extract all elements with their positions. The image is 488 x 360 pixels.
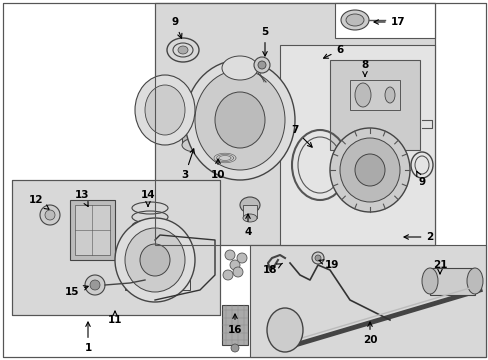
Text: 17: 17	[373, 17, 405, 27]
Bar	[222, 305, 247, 345]
Text: 20: 20	[362, 322, 376, 345]
Text: 8: 8	[361, 60, 368, 76]
Text: 18: 18	[262, 264, 282, 275]
Text: 3: 3	[181, 149, 194, 180]
Text: 14: 14	[141, 190, 155, 206]
Circle shape	[223, 270, 232, 280]
Circle shape	[40, 205, 60, 225]
Bar	[155, 3, 434, 245]
Text: 13: 13	[75, 190, 89, 206]
Ellipse shape	[182, 103, 209, 117]
Circle shape	[45, 210, 55, 220]
Text: 15: 15	[64, 286, 88, 297]
Bar	[182, 110, 209, 145]
Bar	[243, 205, 257, 218]
Bar	[70, 200, 115, 260]
Bar	[349, 80, 399, 110]
Text: 2: 2	[403, 232, 433, 242]
Ellipse shape	[466, 268, 482, 294]
Ellipse shape	[178, 46, 187, 54]
Circle shape	[224, 250, 235, 260]
Bar	[3, 3, 155, 357]
Bar	[280, 45, 434, 245]
Text: 11: 11	[107, 311, 122, 325]
Text: 6: 6	[323, 45, 343, 58]
Ellipse shape	[266, 308, 303, 352]
Bar	[329, 60, 419, 150]
Ellipse shape	[115, 218, 195, 302]
Circle shape	[253, 57, 269, 73]
Circle shape	[90, 280, 100, 290]
Ellipse shape	[222, 56, 258, 80]
Ellipse shape	[346, 14, 363, 26]
Text: 21: 21	[432, 260, 447, 274]
Circle shape	[314, 255, 320, 261]
Ellipse shape	[182, 138, 209, 152]
Bar	[125, 240, 190, 290]
Ellipse shape	[339, 138, 399, 202]
Circle shape	[85, 275, 105, 295]
Ellipse shape	[215, 92, 264, 148]
Circle shape	[237, 253, 246, 263]
Bar	[12, 180, 220, 315]
Ellipse shape	[195, 70, 285, 170]
Ellipse shape	[140, 244, 170, 276]
Ellipse shape	[243, 214, 257, 222]
Text: 1: 1	[84, 322, 91, 353]
Ellipse shape	[135, 75, 195, 145]
Text: 9: 9	[171, 17, 182, 38]
Ellipse shape	[184, 60, 294, 180]
Ellipse shape	[240, 197, 260, 213]
Ellipse shape	[125, 228, 184, 292]
Text: 9: 9	[416, 171, 425, 187]
Circle shape	[230, 344, 239, 352]
Text: 19: 19	[318, 260, 339, 270]
Ellipse shape	[354, 83, 370, 107]
Ellipse shape	[145, 85, 184, 135]
Bar	[155, 3, 434, 245]
Bar	[429, 268, 474, 295]
Ellipse shape	[329, 128, 409, 212]
Bar	[334, 3, 434, 38]
Ellipse shape	[354, 154, 384, 186]
Text: 10: 10	[210, 159, 225, 180]
Circle shape	[232, 267, 243, 277]
Ellipse shape	[421, 268, 437, 294]
Circle shape	[229, 260, 240, 270]
Bar	[75, 205, 110, 255]
Bar	[249, 245, 485, 357]
Ellipse shape	[384, 87, 394, 103]
Text: 7: 7	[291, 125, 311, 147]
Ellipse shape	[340, 10, 368, 30]
Text: 12: 12	[29, 195, 49, 209]
Text: 5: 5	[261, 27, 268, 56]
Bar	[12, 180, 220, 315]
Circle shape	[311, 252, 324, 264]
Text: 4: 4	[244, 214, 251, 237]
Circle shape	[258, 61, 265, 69]
Text: 16: 16	[227, 314, 242, 335]
